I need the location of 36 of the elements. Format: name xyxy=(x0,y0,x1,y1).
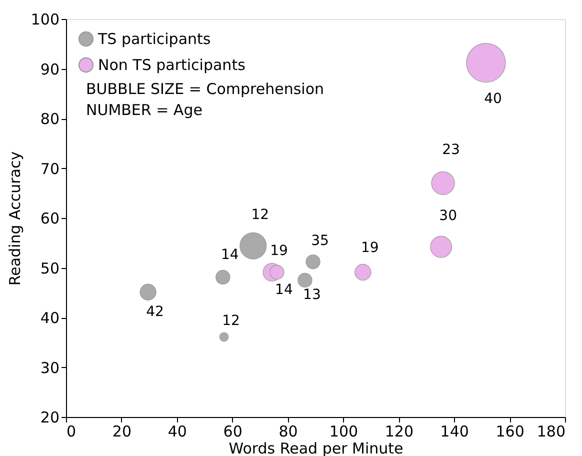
annotation: 12 xyxy=(222,312,240,329)
annotation: 13 xyxy=(303,287,321,304)
x-tick-label: 60 xyxy=(223,422,242,440)
annotation: 42 xyxy=(146,304,164,320)
annotation: 30 xyxy=(439,208,457,224)
x-tick-label: 100 xyxy=(329,422,358,440)
annotation: 14 xyxy=(275,282,293,298)
annotation: 40 xyxy=(484,90,502,107)
y-tick-label: 70 xyxy=(40,160,60,178)
y-tick-label: 40 xyxy=(40,309,60,327)
annotation: 35 xyxy=(311,232,329,249)
y-tick-label: 30 xyxy=(40,358,60,377)
y-tick-label: 60 xyxy=(40,210,60,228)
legend-label: Non TS participants xyxy=(98,56,246,74)
x-tick-label: 20 xyxy=(112,422,132,440)
x-tick-label: 140 xyxy=(440,422,469,440)
x-tick-label: 180 xyxy=(536,422,566,440)
y-tick-label: 90 xyxy=(40,60,60,78)
annotation: 19 xyxy=(360,240,379,256)
x-tick-label: 160 xyxy=(496,422,524,440)
annotation: 19 xyxy=(270,243,288,260)
y-tick-label: 100 xyxy=(30,10,60,28)
legend-label: TS participants xyxy=(97,30,211,48)
annotation: NUMBER = Age xyxy=(86,101,202,119)
x-tick-label: 40 xyxy=(168,422,187,440)
x-tick-label: 120 xyxy=(384,422,414,440)
annotation: BUBBLE SIZE = Comprehension xyxy=(86,80,324,98)
y-axis-title: Reading Accuracy xyxy=(6,151,24,286)
annotation: 23 xyxy=(442,142,460,158)
x-tick-label: 80 xyxy=(278,422,298,440)
y-tick-label: 20 xyxy=(40,408,60,426)
annotation: 14 xyxy=(220,247,239,264)
annotation: 12 xyxy=(251,206,270,223)
x-tick-label: 0 xyxy=(66,422,76,440)
y-tick-label: 80 xyxy=(40,110,60,128)
y-tick-label: 50 xyxy=(40,259,60,278)
